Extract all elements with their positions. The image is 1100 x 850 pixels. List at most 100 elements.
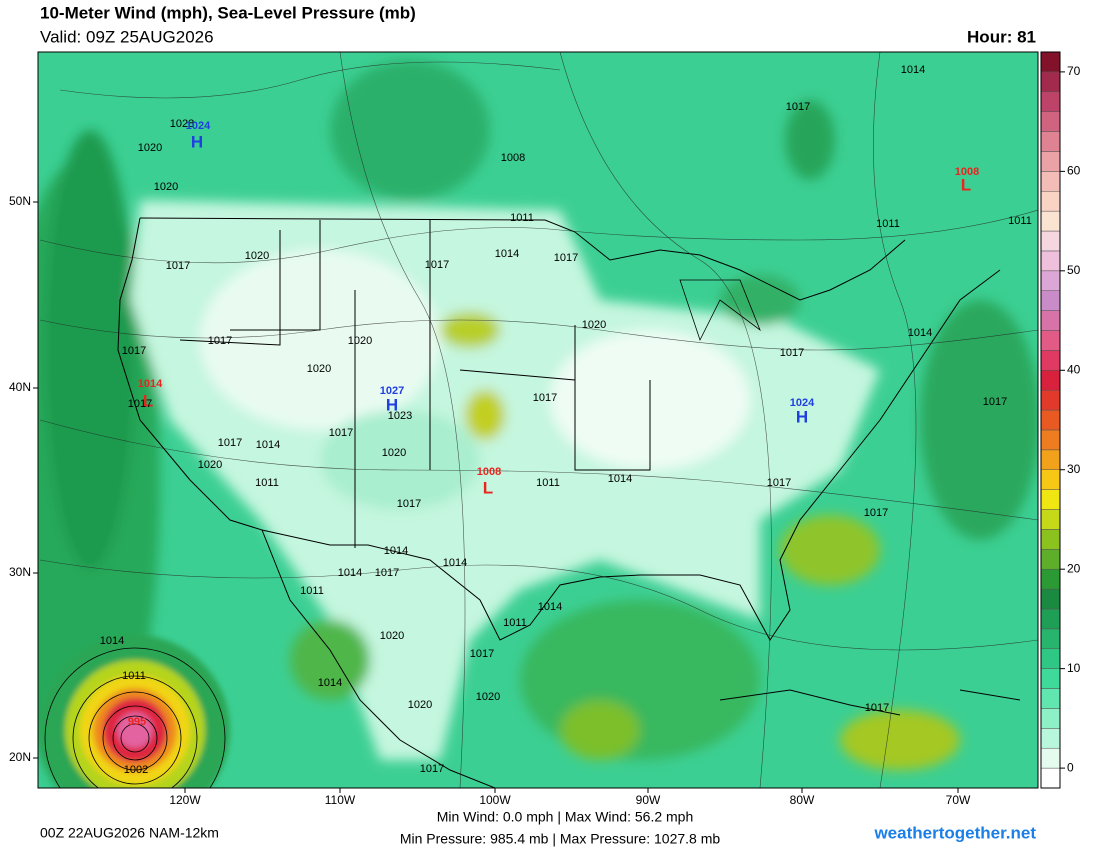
pressure-label: 1011 — [1008, 215, 1032, 227]
pressure-label: 1024 — [186, 120, 211, 132]
pressure-label: 1017 — [218, 437, 242, 449]
colorbar-box — [1040, 648, 1061, 669]
colorbar-box — [1040, 588, 1061, 610]
lat-label: 40N — [9, 380, 31, 394]
pressure-label: 1014 — [608, 473, 632, 485]
colorbar-box — [1040, 190, 1061, 212]
pressure-label: 1017 — [375, 567, 399, 579]
pressure-label: 1017 — [864, 507, 888, 519]
pressure-label: 1024 — [790, 397, 815, 409]
pressure-label: 1017 — [425, 259, 449, 271]
pressure-label: 1011 — [300, 585, 324, 597]
hurricane-wind — [40, 635, 230, 788]
pressure-label: 1020 — [348, 335, 372, 347]
model-run: 00Z 22AUG2026 NAM-12km — [40, 825, 219, 841]
colorbar-box — [1040, 250, 1061, 272]
colorbar-tick-label: 20 — [1067, 561, 1081, 575]
pressure-label: 1014 — [100, 635, 124, 647]
lat-label: 30N — [9, 565, 31, 579]
pressure-label: 1020 — [382, 447, 406, 459]
map: 10281024H1020102010171020101710171014L10… — [38, 52, 1038, 788]
pressure-label: 1011 — [503, 617, 527, 629]
colorbar-box — [1040, 489, 1061, 510]
colorbar-box — [1040, 529, 1061, 550]
colorbar-box — [1040, 549, 1061, 570]
pressure-label: 1020 — [408, 699, 432, 711]
pressure-label: 1011 — [255, 477, 279, 489]
lon-label: 110W — [325, 793, 356, 807]
wind-range: Min Wind: 0.0 mph | Max Wind: 56.2 mph — [437, 809, 694, 825]
colorbar-box — [1040, 310, 1061, 331]
pressure-label: 1020 — [582, 319, 606, 331]
colorbar-box — [1040, 210, 1061, 232]
lat-label: 50N — [9, 194, 31, 208]
pressure-label: 1008 — [955, 166, 979, 178]
colorbar-box — [1040, 688, 1061, 709]
colorbar-box — [1040, 708, 1061, 729]
colorbar-box — [1040, 71, 1061, 93]
pressure-label: 1017 — [420, 763, 444, 775]
pressure-center: H — [386, 395, 398, 414]
pressure-range: Min Pressure: 985.4 mb | Max Pressure: 1… — [400, 831, 721, 847]
pressure-label: 1017 — [983, 396, 1007, 408]
pressure-label: 1014 — [138, 378, 163, 390]
pressure-labels: 10281024H1020102010171020101710171014L10… — [100, 64, 1032, 776]
pressure-label: 1014 — [538, 601, 562, 613]
colorbar-box — [1040, 628, 1061, 650]
pressure-label: 1014 — [908, 327, 932, 339]
colorbar-box — [1040, 767, 1061, 789]
lon-label: 80W — [790, 793, 815, 807]
pressure-label: 1020 — [476, 691, 500, 703]
pressure-label: 1017 — [208, 335, 232, 347]
hurricane-isobars — [44, 647, 226, 788]
pressure-label: 1011 — [510, 212, 534, 224]
pressure-label: 1014 — [318, 677, 342, 689]
lon-label: 90W — [636, 793, 661, 807]
colorbar-box — [1040, 270, 1061, 291]
colorbar-box — [1040, 350, 1061, 371]
colorbar-box — [1040, 469, 1061, 490]
colorbar-box — [1040, 330, 1061, 351]
pressure-label: 1008 — [501, 152, 525, 164]
colorbar-tick-label: 30 — [1067, 462, 1081, 476]
colorbar-box — [1040, 370, 1061, 391]
colorbar-box — [1040, 728, 1061, 749]
pressure-label: 1017 — [128, 398, 152, 410]
pressure-label: 1014 — [495, 248, 519, 260]
pressure-label: 1017 — [397, 498, 421, 510]
pressure-label: 1020 — [307, 363, 331, 375]
colorbar-frame — [1040, 51, 1061, 789]
lon-label: 120W — [169, 793, 201, 807]
title: 10-Meter Wind (mph), Sea-Level Pressure … — [40, 3, 416, 22]
forecast-hour: Hour: 81 — [967, 27, 1036, 46]
colorbar-box — [1040, 389, 1061, 411]
pressure-label: 1011 — [536, 477, 560, 489]
pressure-label: 1028 — [170, 118, 194, 130]
pressure-center: L — [483, 478, 493, 497]
colorbar-tick-label: 0 — [1067, 760, 1074, 774]
map-axes: 120W 110W 100W 90W 80W 70W 50N 40N 30N 20N — [9, 194, 971, 807]
pressure-label: 1017 — [166, 260, 190, 272]
pressure-label: 1017 — [554, 252, 578, 264]
pressure-label: 1023 — [388, 410, 412, 422]
colorbar-tick-label: 10 — [1067, 661, 1081, 675]
colorbar-box — [1040, 668, 1061, 689]
pressure-label: 1017 — [470, 648, 494, 660]
pressure-label: 1017 — [533, 392, 557, 404]
colorbar-box — [1040, 171, 1061, 192]
pressure-label: 1017 — [122, 345, 146, 357]
colorbar-box — [1040, 449, 1061, 470]
pressure-label: 1011 — [122, 670, 146, 682]
isobars — [39, 52, 1038, 788]
colorbar-box — [1040, 409, 1061, 431]
pressure-label: 1020 — [154, 181, 178, 193]
colorbar-box — [1040, 429, 1061, 451]
pressure-center: H — [796, 407, 808, 426]
colorbar-tick-label: 60 — [1067, 164, 1081, 178]
pressure-label: 1002 — [124, 764, 148, 776]
pressure-label: 995 — [128, 716, 146, 728]
pressure-label: 1017 — [786, 101, 810, 113]
pressure-label: 1014 — [443, 557, 467, 569]
pressure-label: 1020 — [245, 250, 269, 262]
